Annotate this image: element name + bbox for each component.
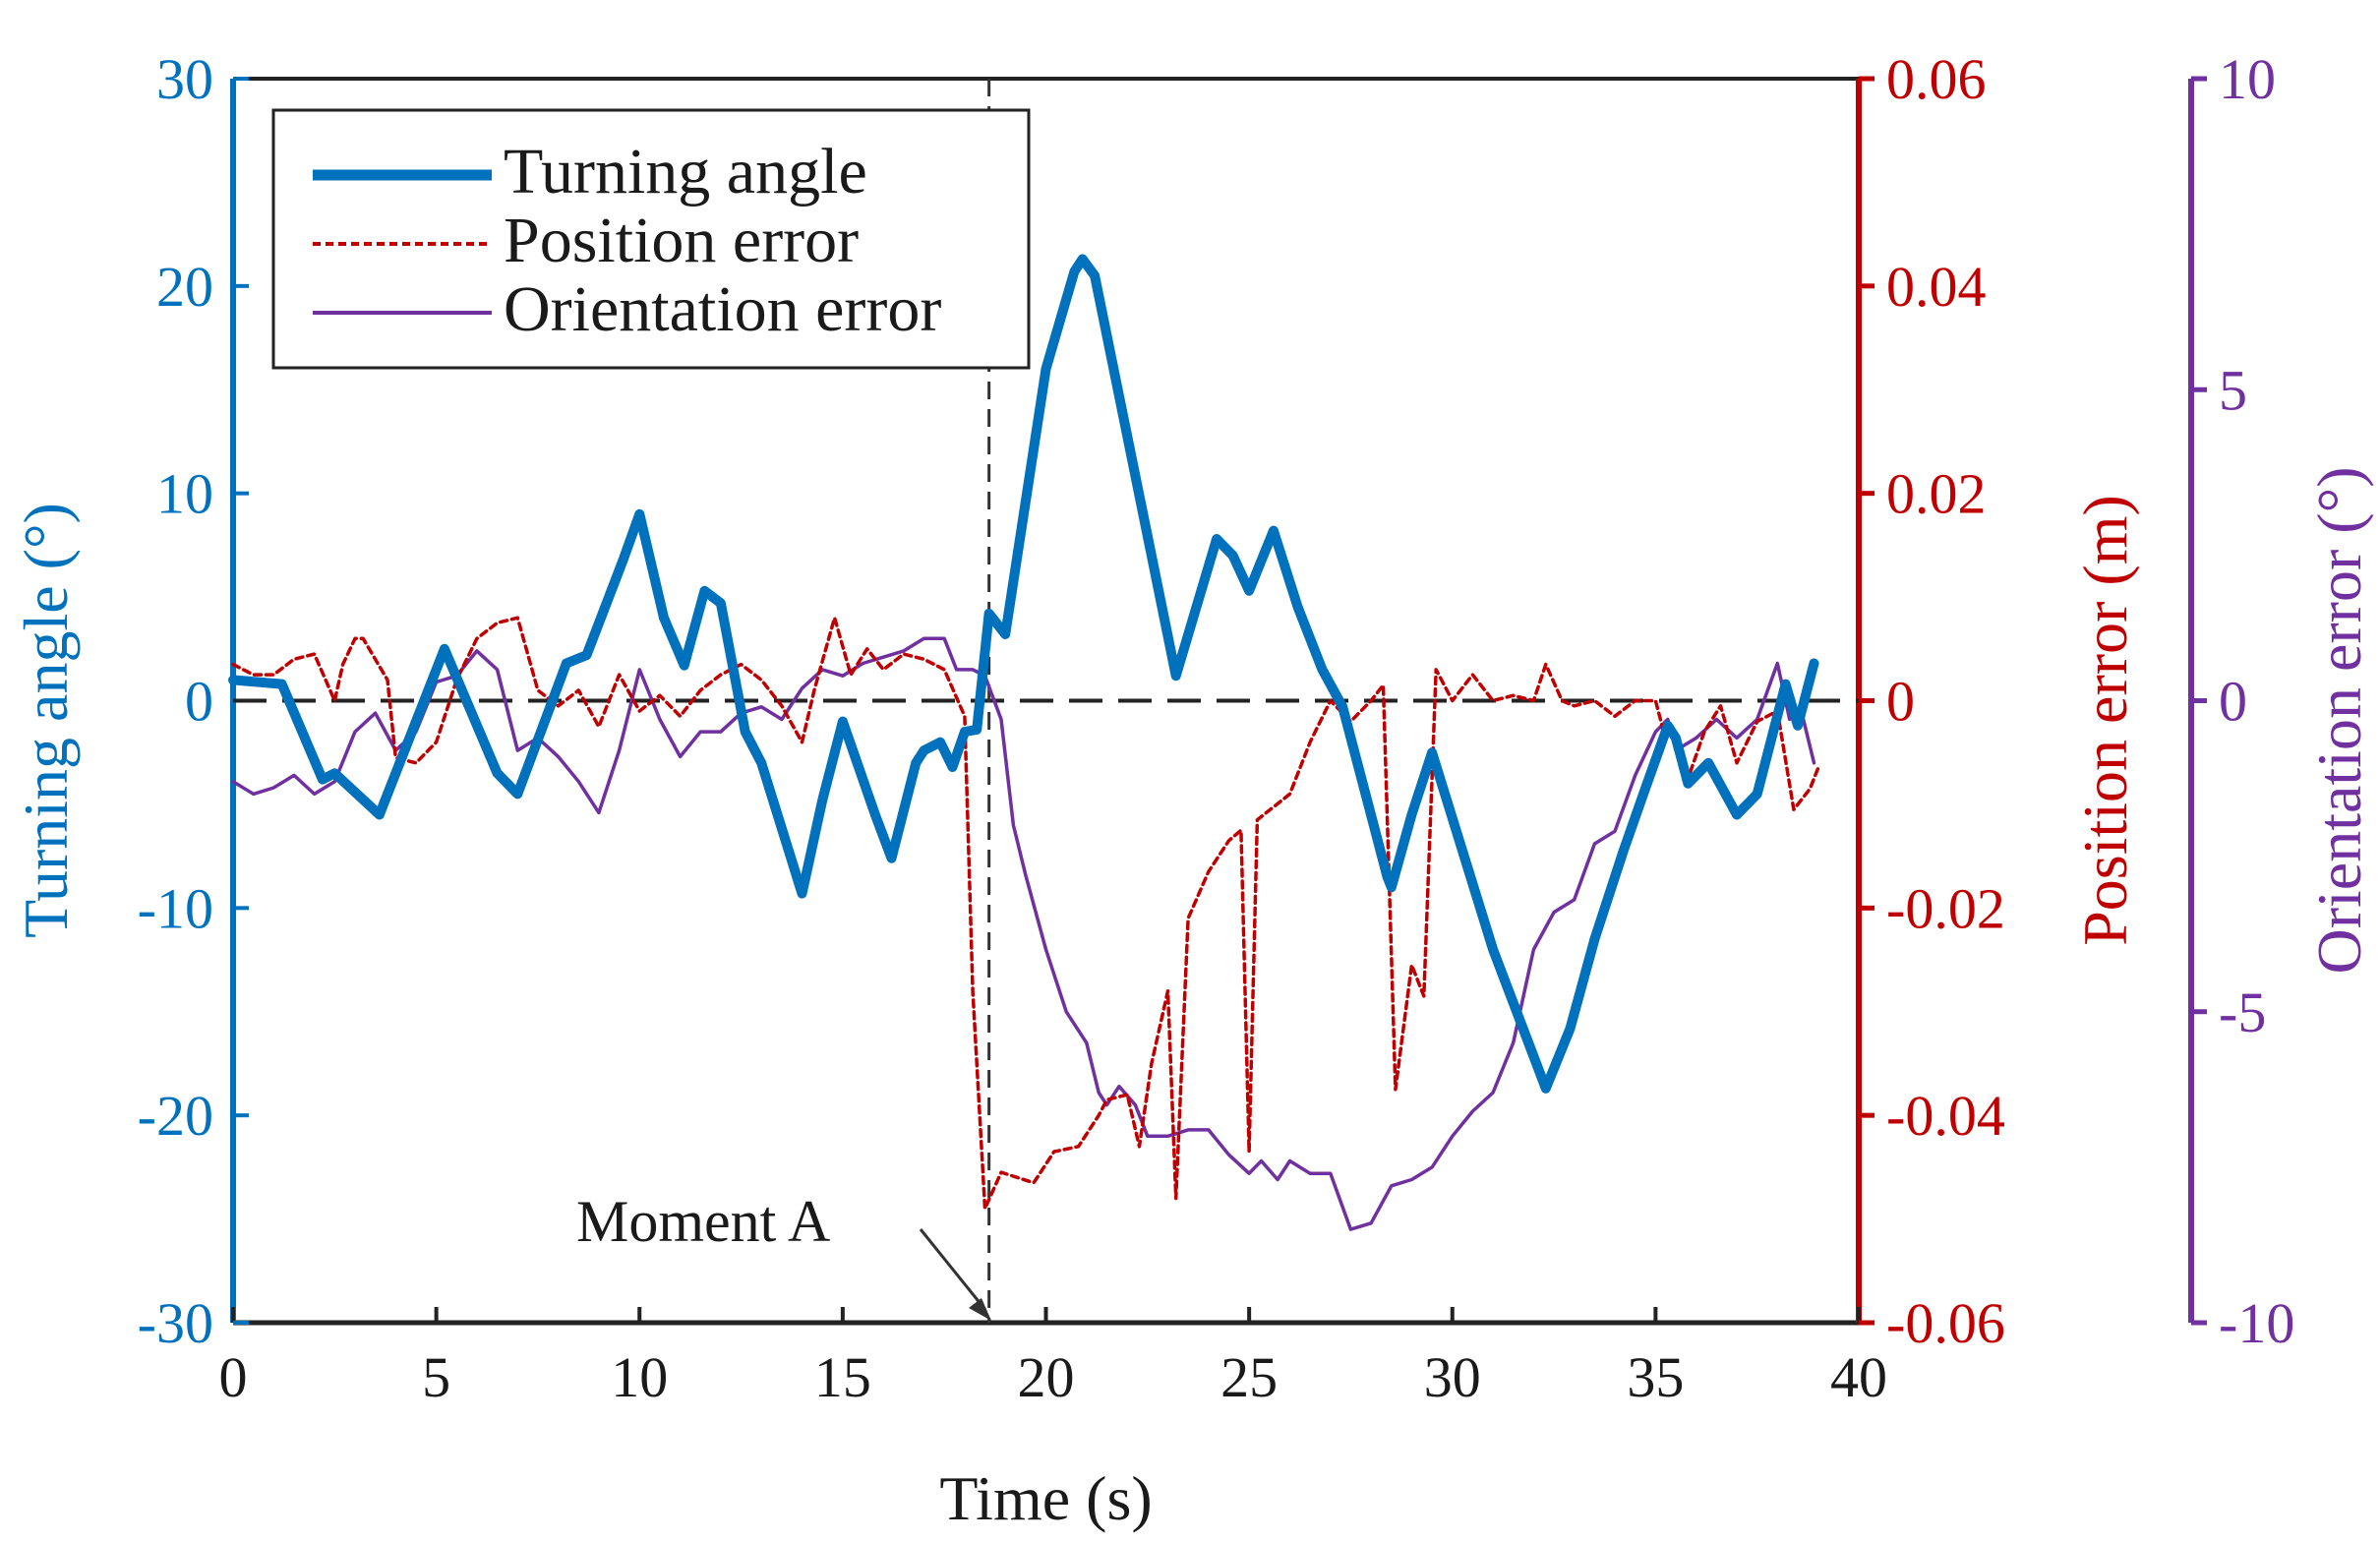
moment-a-label: Moment A [576, 1189, 830, 1254]
x-tick-label: 40 [1830, 1345, 1887, 1409]
x-tick-label: 15 [814, 1345, 871, 1409]
legend: Turning angle Position error Orientation… [271, 108, 1031, 370]
right2-tick-label: 0 [2219, 670, 2247, 734]
moment-a-arrow [919, 1228, 987, 1311]
left-axis-title: Turning angle (°) [11, 503, 81, 938]
right2-axis-title: Orientation error (°) [2304, 466, 2374, 974]
x-tick-label: 0 [219, 1345, 248, 1409]
right1-tick-label: 0.04 [1886, 255, 1987, 319]
left-tick-label: 0 [185, 670, 213, 734]
right2-tick-label: -10 [2219, 1291, 2294, 1355]
legend-label-turning-angle: Turning angle [504, 136, 867, 208]
legend-label-orientation-error: Orientation error [504, 273, 941, 345]
left-tick-label: -20 [138, 1084, 213, 1148]
series-position-error-line [231, 616, 1820, 1211]
left-tick-label: -30 [138, 1291, 213, 1355]
legend-box [271, 108, 1031, 370]
right1-axis-title: Position error (m) [2070, 495, 2140, 946]
x-axis-title: Time (s) [939, 1463, 1152, 1533]
x-tick-label: 35 [1627, 1345, 1684, 1409]
right1-tick-label: -0.02 [1886, 876, 2005, 940]
right2-tick-label: 10 [2219, 47, 2276, 111]
x-tick-label: 20 [1018, 1345, 1075, 1409]
right1-tick-label: 0 [1886, 670, 1915, 734]
right1-tick-label: 0.06 [1886, 47, 1987, 111]
left-tick-label: -10 [138, 876, 213, 940]
left-tick-label: 10 [156, 462, 213, 526]
plot-area: 0 5 10 15 20 25 30 35 40 Time (s) -30 -20 -10 0 10 20 30… [11, 47, 2374, 1533]
moment-a-arrowhead [969, 1298, 991, 1321]
right2-tick-label: 5 [2219, 358, 2247, 422]
moment-a-annotation: Moment A [576, 1189, 991, 1321]
x-tick-label: 30 [1424, 1345, 1481, 1409]
right2-tick-label: -5 [2219, 980, 2266, 1044]
x-tick-label: 10 [611, 1345, 668, 1409]
legend-label-position-error: Position error [504, 205, 859, 276]
series-turning-angle-line [228, 254, 1819, 1094]
series-orientation-error-line [231, 636, 1816, 1231]
x-tick-label: 5 [422, 1345, 450, 1409]
left-tick-label: 20 [156, 255, 213, 319]
right1-tick-label: -0.06 [1886, 1291, 2005, 1355]
right1-tick-label: -0.04 [1886, 1084, 2005, 1148]
x-tick-label: 25 [1220, 1345, 1278, 1409]
right1-tick-label: 0.02 [1886, 462, 1987, 526]
left-tick-label: 30 [156, 47, 213, 111]
